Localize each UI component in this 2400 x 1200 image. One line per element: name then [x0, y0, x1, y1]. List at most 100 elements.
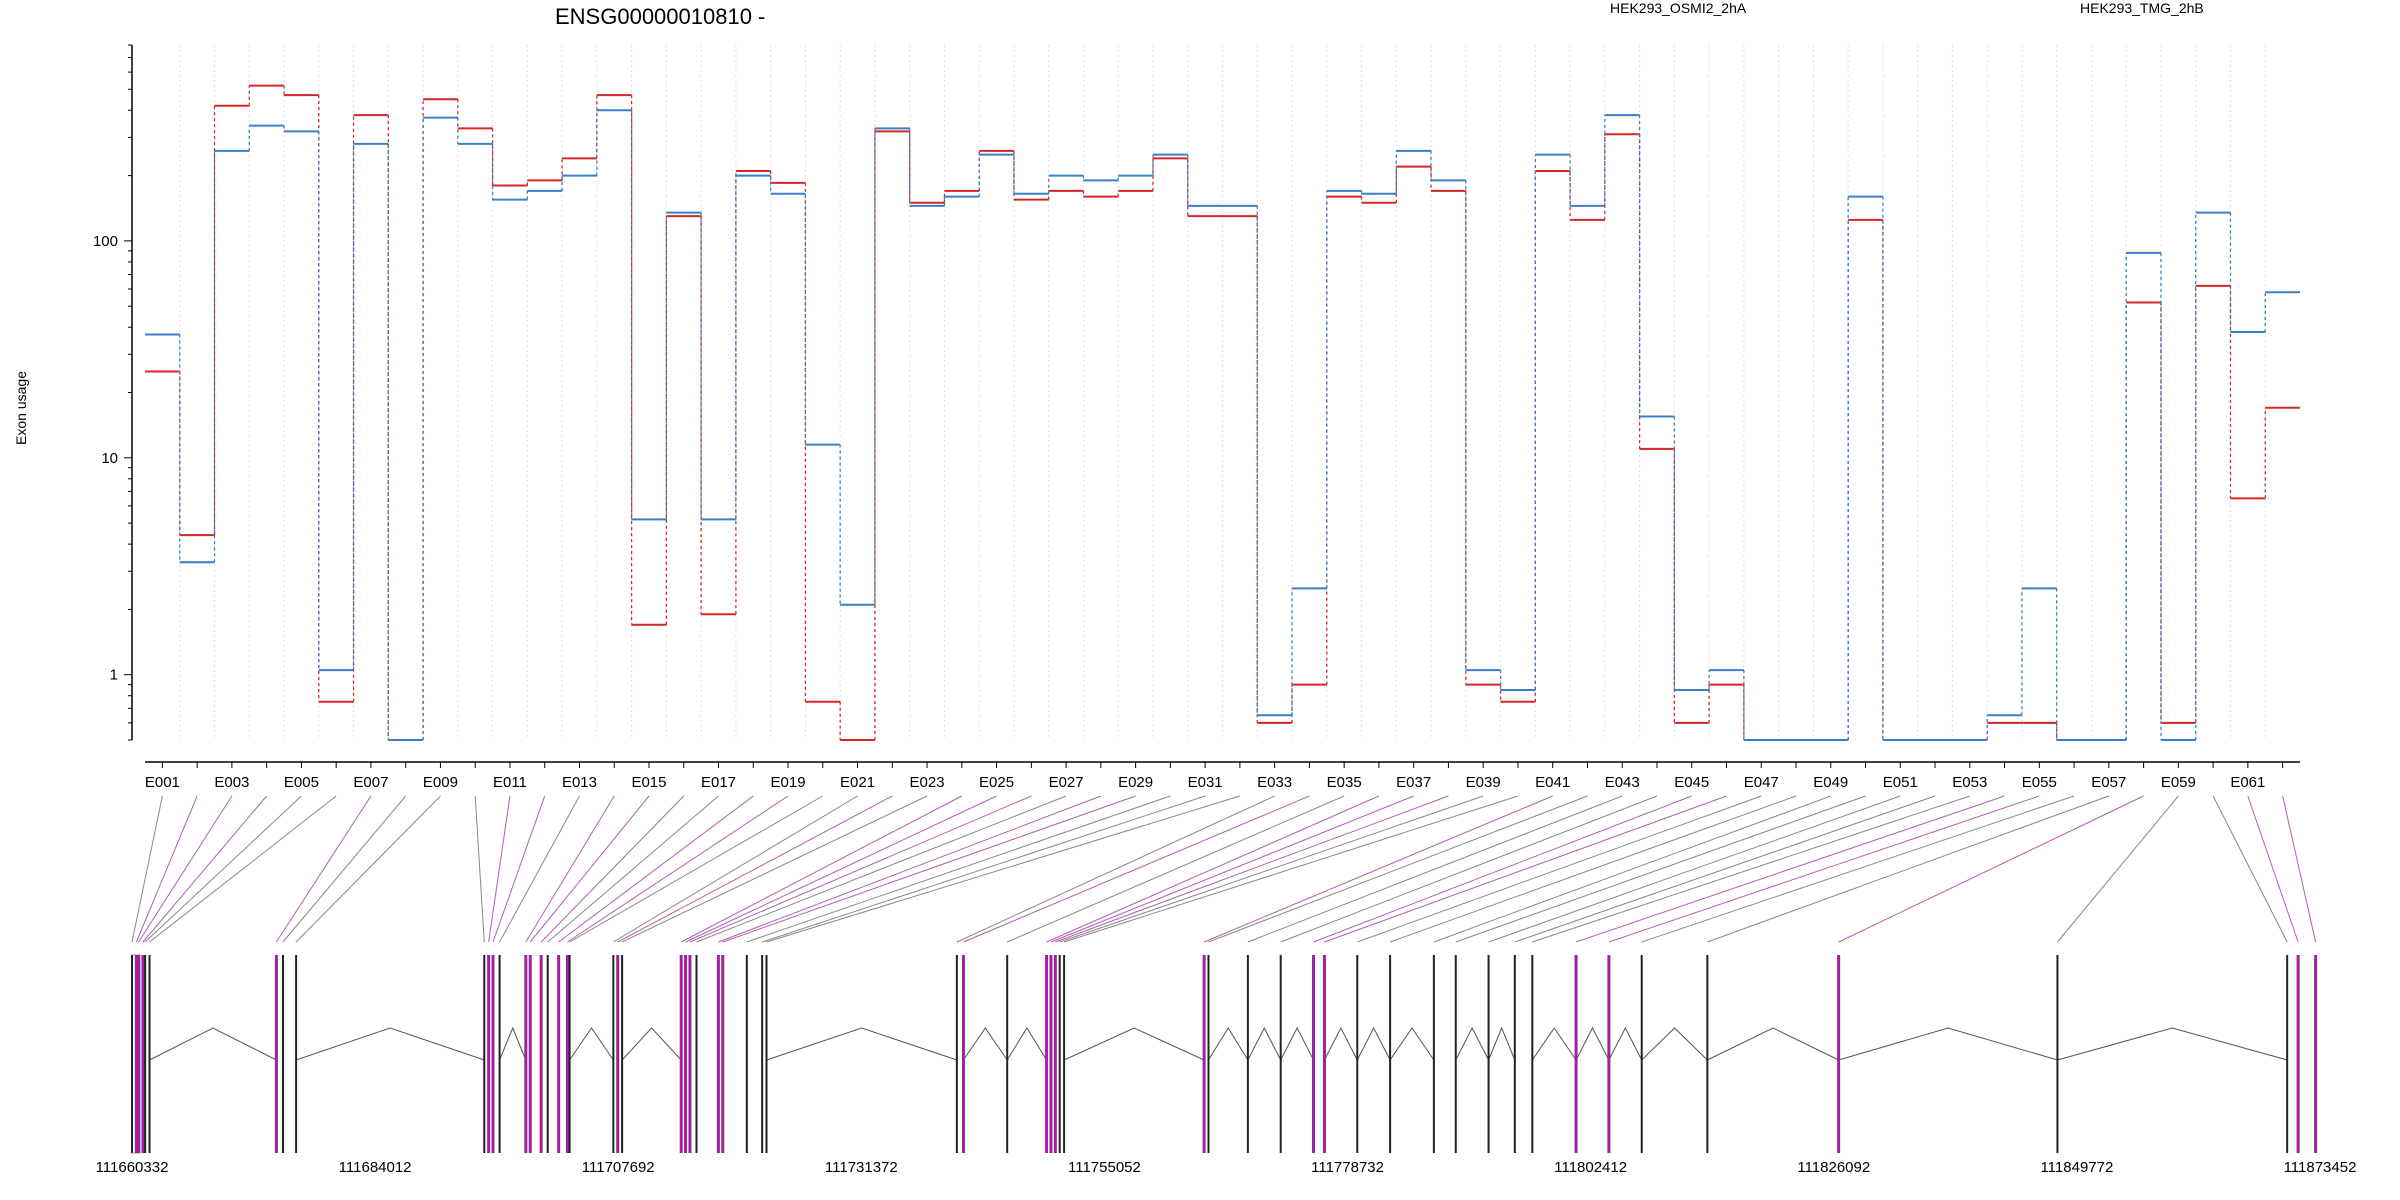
series-tmg — [145, 109, 2300, 741]
exon-connector — [144, 795, 302, 943]
intron-line — [1531, 1027, 1577, 1061]
exon-connector — [2247, 795, 2299, 943]
exon-connector — [492, 795, 546, 943]
legend-entry-osmi2: HEK293_OSMI2_2hA — [1610, 0, 1747, 16]
x-tick-label: E055 — [2022, 774, 2057, 791]
genomic-tick-label: 111873452 — [2284, 1159, 2357, 1176]
exon-connector — [275, 795, 372, 943]
y-tick-label: 10 — [101, 450, 118, 467]
legend-entry-tmg: HEK293_TMG_2hB — [2080, 0, 2204, 16]
exon-connector — [1046, 795, 1380, 943]
x-tick-label: E027 — [1049, 774, 1084, 791]
exon-connector — [1608, 795, 2040, 943]
exon-connector — [569, 795, 824, 943]
exon-connector — [680, 795, 963, 943]
x-tick-label: E009 — [423, 774, 458, 791]
x-tick-label: E011 — [493, 774, 527, 791]
x-tick-label: E031 — [1188, 774, 1223, 791]
intron-line — [1356, 1026, 1391, 1061]
exon-connector — [282, 795, 407, 943]
genomic-tick-label: 111731372 — [825, 1159, 898, 1176]
exon-connector — [1247, 795, 1623, 943]
exon-connector — [135, 795, 198, 943]
exon-connector — [766, 795, 1241, 943]
intron-line — [1324, 1026, 1358, 1061]
exon-connector — [1389, 795, 1797, 943]
exon-connector — [547, 795, 719, 943]
y-tick-label: 1 — [110, 667, 118, 684]
exon-connector — [689, 795, 1032, 943]
exon-connector — [499, 795, 580, 943]
exon-connector — [142, 795, 268, 943]
x-tick-label: E003 — [214, 774, 249, 791]
intron-line — [766, 1027, 958, 1061]
intron-line — [2057, 1027, 2288, 1061]
x-tick-label: E035 — [1327, 774, 1362, 791]
exon-connector — [1488, 795, 1901, 943]
exon-connector — [1324, 795, 1727, 943]
x-tick-label: E037 — [1396, 774, 1431, 791]
x-tick-label: E013 — [562, 774, 597, 791]
exon-connector — [529, 795, 650, 943]
x-tick-label: E033 — [1257, 774, 1292, 791]
genomic-tick-label: 111826092 — [1797, 1159, 1870, 1176]
x-tick-label: E015 — [631, 774, 666, 791]
intron-line — [1063, 1027, 1205, 1061]
gene-model-track — [131, 954, 2318, 1154]
intron-line — [1247, 1026, 1282, 1061]
exon-connector — [558, 795, 754, 943]
exon-connector — [963, 795, 1310, 943]
x-tick-label: E005 — [284, 774, 319, 791]
exon-connector — [1063, 795, 1519, 943]
x-tick-label: E017 — [701, 774, 736, 791]
x-tick-label: E021 — [840, 774, 875, 791]
exon-connector — [613, 795, 858, 943]
genomic-tick-label: 111707692 — [582, 1159, 655, 1176]
x-tick-label: E025 — [979, 774, 1014, 791]
exon-connector — [1707, 795, 2110, 943]
exon-connector — [1203, 795, 1553, 943]
intron-line — [1575, 1026, 1610, 1061]
y-tick-label: 100 — [93, 233, 118, 250]
exon-connector — [567, 795, 789, 943]
x-tick-label: E007 — [353, 774, 388, 791]
x-tick-label: E061 — [2230, 774, 2265, 791]
x-tick-label: E049 — [1813, 774, 1848, 791]
exon-connector — [540, 795, 685, 943]
intron-line — [295, 1027, 485, 1061]
genomic-tick-label: 111849772 — [2040, 1159, 2113, 1176]
intron-line — [569, 1027, 614, 1061]
x-tick-label: E059 — [2161, 774, 2196, 791]
exon-connector — [621, 795, 928, 943]
genomic-coordinate-axis: 111660332 111684012 111707692 111731372 1117… — [96, 1159, 2357, 1176]
exon-connector — [149, 795, 337, 943]
x-tick-label: E057 — [2091, 774, 2126, 791]
intron-line — [1488, 1026, 1516, 1061]
x-tick-label: E029 — [1118, 774, 1153, 791]
x-axis: E001 E003 E005 E007 E009 E011 E013 E015 E017 E019… — [145, 761, 2300, 791]
exon-connector — [722, 795, 1136, 943]
exon-connector — [696, 795, 1067, 943]
intron-line — [1608, 1026, 1643, 1061]
intron-line — [499, 1026, 527, 1061]
exon-connector — [1007, 795, 1345, 943]
x-tick-label: E001 — [145, 774, 180, 791]
exon-connector — [2057, 795, 2179, 943]
intron-line — [149, 1027, 277, 1061]
intron-line — [1641, 1027, 1708, 1061]
exon-connector — [1280, 795, 1658, 943]
exon-connector — [1208, 795, 1588, 943]
intron-line — [1455, 1026, 1490, 1061]
intron-line — [963, 1027, 1008, 1061]
intron-line — [1838, 1027, 2058, 1061]
intron-line — [621, 1027, 682, 1061]
exon-connector — [956, 795, 1275, 943]
exon-connector — [1050, 795, 1414, 943]
exon-connector — [525, 795, 615, 943]
exon-connector — [617, 795, 893, 943]
genomic-tick-label: 111684012 — [339, 1159, 412, 1176]
x-tick-label: E043 — [1605, 774, 1640, 791]
intron-line — [1389, 1027, 1435, 1061]
series-lines — [145, 84, 2300, 741]
